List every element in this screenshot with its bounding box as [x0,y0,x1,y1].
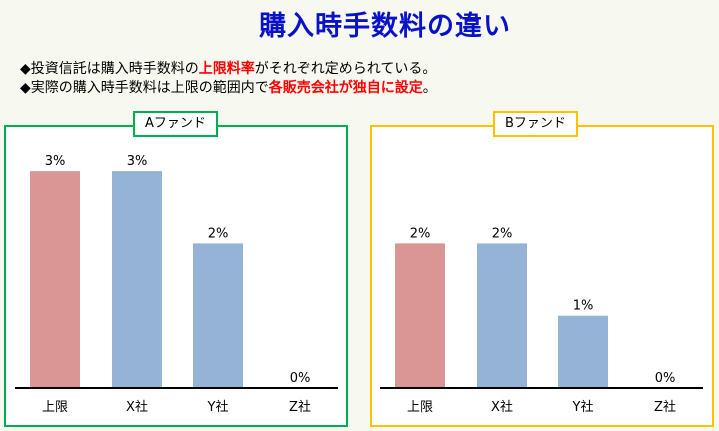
data-label: 2% [208,226,229,241]
bar [477,243,527,388]
category-label: Y社 [572,399,594,415]
bar [112,171,162,388]
bullet-text: ◆投資信託は購入時手数料の [20,61,199,77]
data-label: 0% [290,371,311,386]
bar [30,171,80,388]
bullet-text: 。 [422,80,437,96]
fund-a-title: Aファンド [133,111,218,137]
data-label: 2% [410,226,431,241]
bullet-1: ◆投資信託は購入時手数料の上限料率がそれぞれ定められている。 [20,58,436,78]
category-label: 上限 [407,400,433,415]
category-label: Y社 [207,399,229,415]
bar [395,243,445,388]
category-label: Z社 [654,399,676,415]
bullet-text: がそれぞれ定められている。 [254,61,437,77]
data-label: 3% [45,154,66,169]
category-label: X社 [491,399,513,415]
page-title: 購入時手数料の違い [259,11,511,42]
data-label: 1% [573,299,594,314]
category-label: X社 [126,399,148,415]
bullet-text: ◆実際の購入時手数料は上限の範囲内で [20,80,269,96]
bullet-2: ◆実際の購入時手数料は上限の範囲内で各販売会社が独自に設定。 [20,77,437,97]
category-label: Z社 [289,399,311,415]
data-label: 0% [655,371,676,386]
bullet-highlight: 上限料率 [198,61,255,77]
bar [558,315,608,388]
fund-b-title: Bファンド [493,111,578,137]
bullet-highlight: 各販売会社が独自に設定 [268,80,423,96]
data-label: 2% [492,226,513,241]
data-label: 3% [127,154,148,169]
category-label: 上限 [42,400,68,415]
bar [193,243,243,388]
